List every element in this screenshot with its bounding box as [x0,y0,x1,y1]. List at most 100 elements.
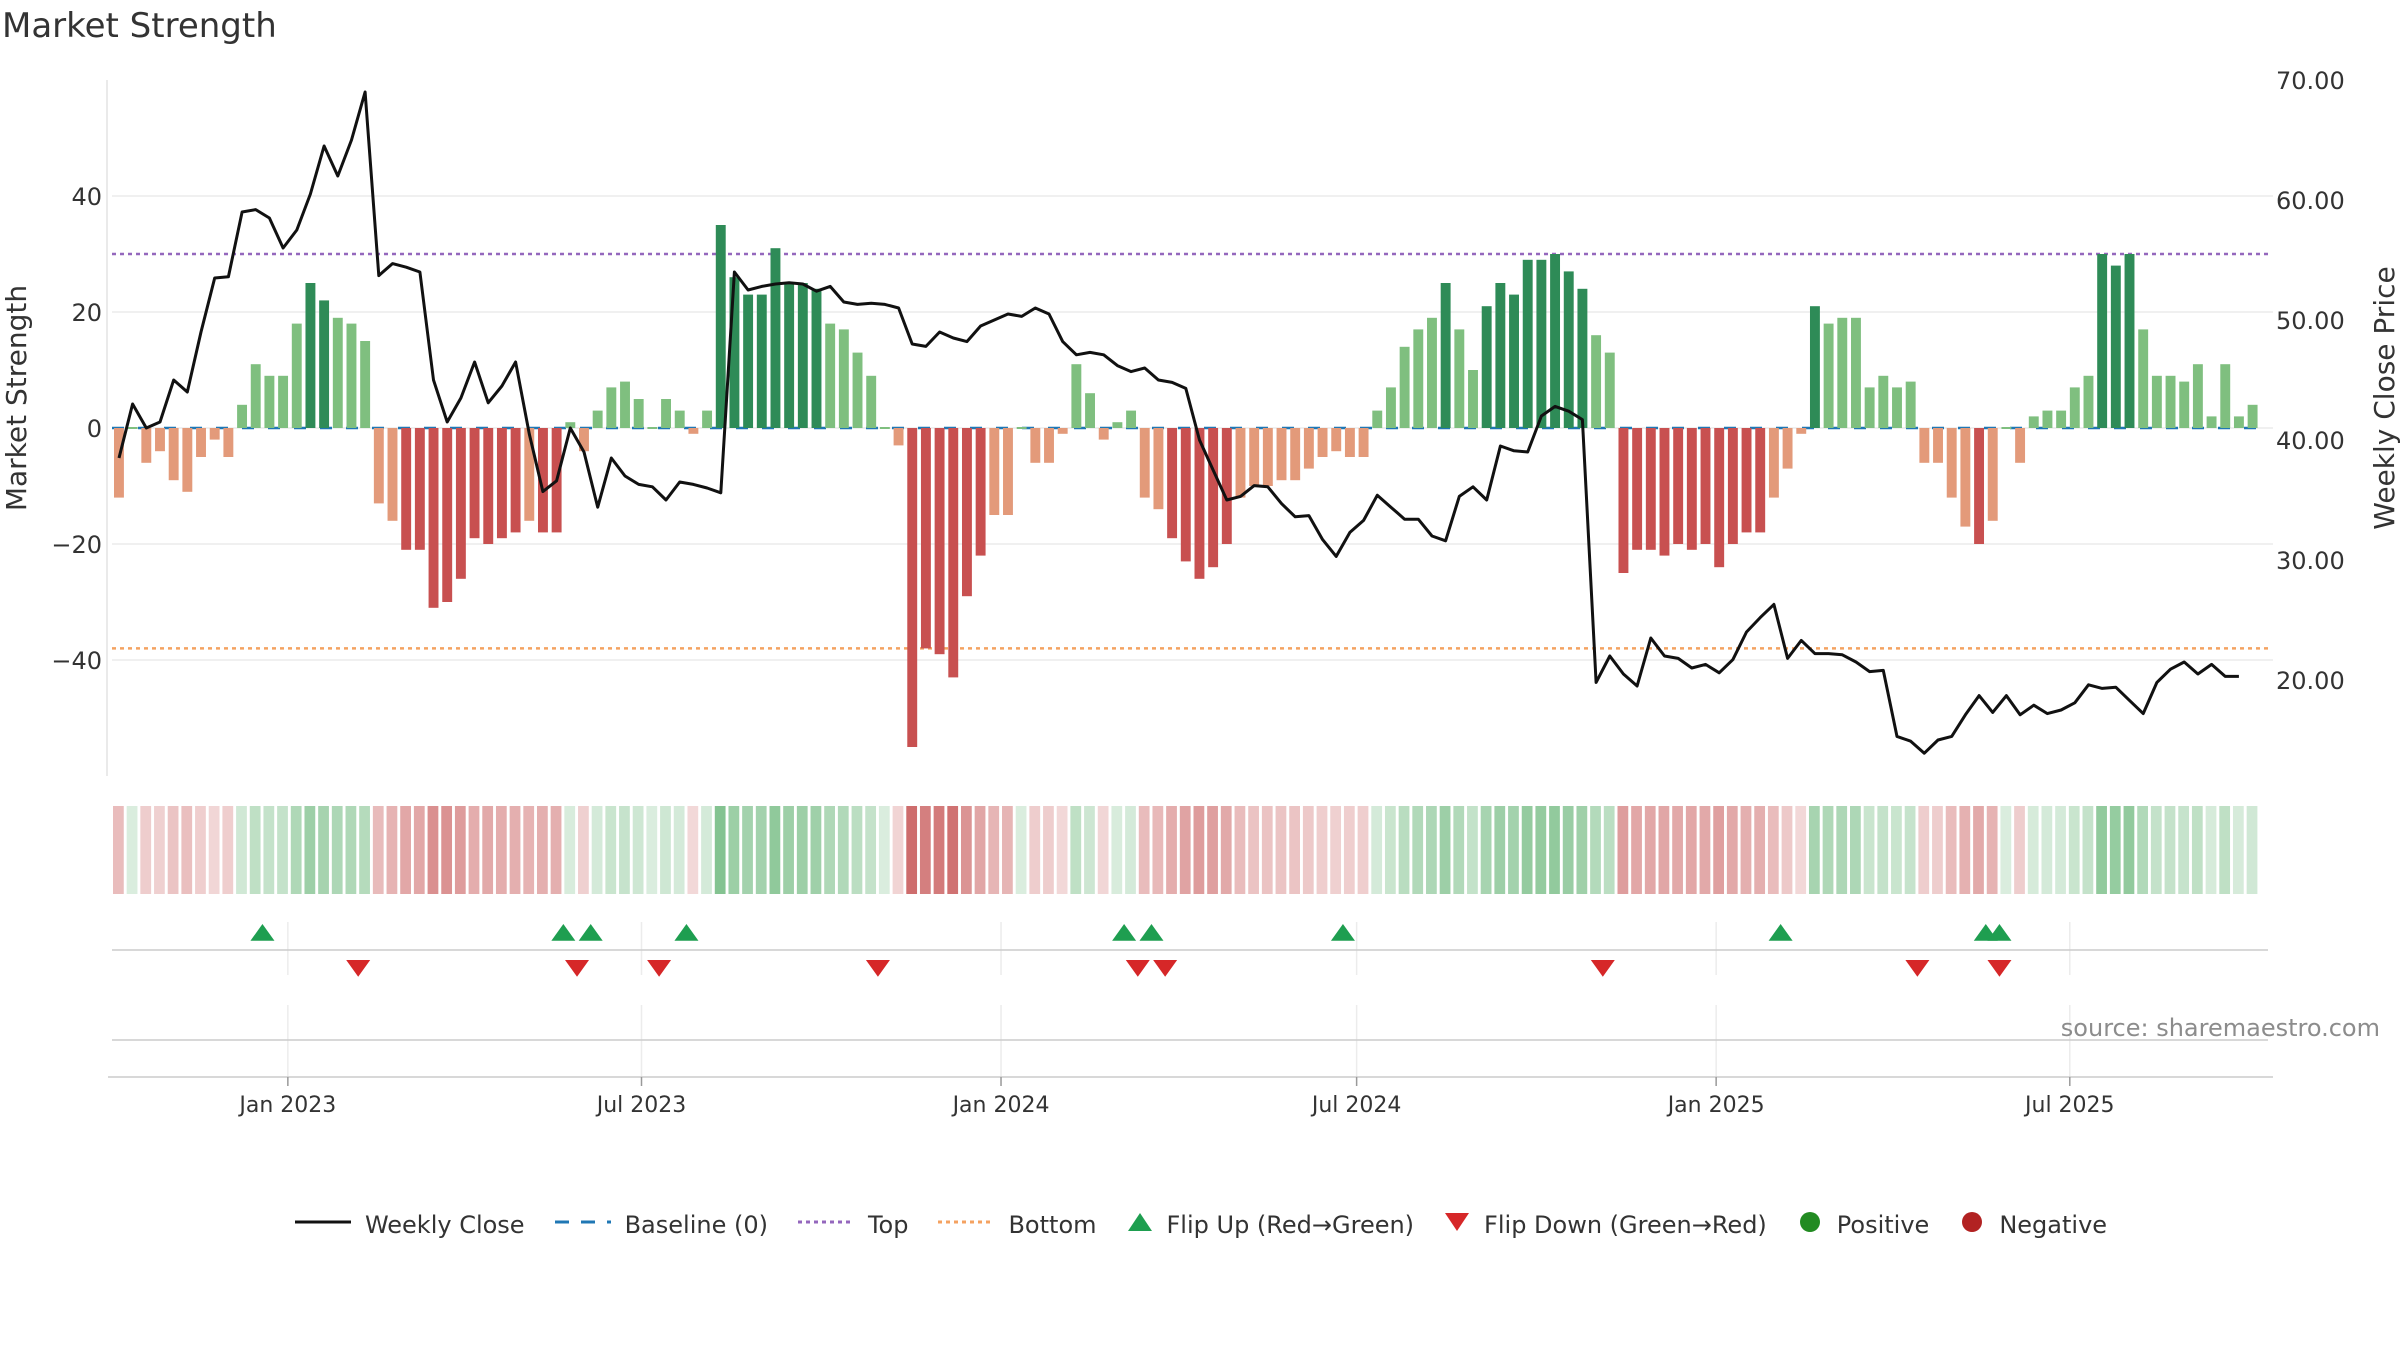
strength-bar [838,329,849,428]
heat-cell [318,806,329,894]
heat-cell [427,806,439,894]
heat-cell [701,806,712,894]
y-right-tick-label: 20.00 [2276,667,2345,695]
strength-bar [455,428,466,579]
strength-bar [510,428,521,533]
strength-bar [1933,428,1943,463]
y-left-tick-label: −40 [51,647,102,675]
strength-bar [1372,410,1383,428]
heat-cell [1918,806,1930,894]
strength-bar [1030,428,1041,463]
legend-swatch-negative [1957,1207,1987,1243]
heat-cell [1576,806,1588,894]
strength-bar [387,428,398,521]
heat-cell [1877,806,1889,894]
heat-cell [1056,806,1068,894]
strength-bar [1427,317,1437,428]
strength-bar [1454,329,1465,428]
heat-cell [1193,806,1205,894]
heat-cell [1152,806,1164,894]
heat-cell [714,806,726,894]
strength-bar [1878,375,1889,428]
heat-cell [1343,806,1355,894]
flip-down-marker [1125,960,1150,977]
heat-cell [1904,806,1916,894]
heat-cell [1234,806,1246,894]
heat-cell [1002,806,1013,894]
heat-cell [263,806,275,894]
heat-cell [1138,806,1150,894]
strength-bar [1249,428,1260,486]
close-line-layer [117,90,2239,755]
strength-bar [469,428,480,539]
heat-cell [1220,806,1232,894]
strength-bar [1344,428,1355,457]
heat-cell [1986,806,1998,894]
y-right-tick-label: 30.00 [2276,547,2345,575]
strength-bar [975,428,986,556]
strength-bar [811,288,822,428]
strength-bar [825,323,836,428]
flip-down-marker [565,960,590,977]
heat-cell [181,806,193,894]
flip-down-marker [346,960,371,977]
strength-bar [2220,364,2231,428]
source-note: source: sharemaestro.com [2060,1014,2380,1042]
y-right-axis-title: Weekly Close Price [2368,266,2400,529]
y-right-tick-label: 70.00 [2276,67,2345,95]
heat-cell [2123,806,2135,894]
heat-cell [2014,806,2025,894]
heat-cell [1891,806,1902,894]
strength-bar [442,428,453,602]
heat-cell [1754,806,1766,894]
strength-bar [661,399,671,428]
strength-bar [1782,428,1793,469]
strength-bar [702,410,713,428]
strength-bar [2083,375,2094,428]
heat-cell [2055,806,2066,894]
strength-bar [1317,428,1328,457]
heat-cell [454,806,466,894]
heat-cell [810,806,822,894]
heat-cell [837,806,849,894]
heat-cell [1070,806,1082,894]
heat-cell [1713,806,1724,894]
strength-bar [907,428,918,747]
legend-swatch-top [796,1207,856,1243]
x-tick-label: Jul 2025 [2023,1093,2115,1118]
strength-bar [127,427,138,429]
heat-cell [413,806,425,894]
heat-cell [277,806,288,894]
strength-bar [1303,428,1314,469]
strength-bar [2056,410,2067,428]
heat-cell [345,806,357,894]
strength-bar [1413,329,1424,428]
heat-cell [1029,806,1041,894]
x-tick-label: Jul 2024 [1310,1093,1402,1118]
strength-bar [606,387,617,428]
strength-bar [1071,364,1082,428]
strength-bar [223,428,234,457]
legend-item-negative: Negative [1957,1207,2107,1243]
strength-bar [647,427,658,429]
strength-bar [852,352,863,428]
heat-cell [1959,806,1971,894]
strength-bar [1768,428,1779,498]
strength-bar [1495,283,1506,428]
strength-bar [1563,271,1574,428]
strength-bar [2015,428,2026,463]
strength-bar [1221,428,1232,544]
strength-bar [797,283,808,428]
heat-cell [1084,806,1095,894]
strength-bar [278,375,289,428]
strength-bar [346,323,357,428]
strength-bar [1604,352,1615,428]
strength-bar [770,248,781,428]
strength-bar [168,428,179,481]
heat-cell [2191,806,2203,894]
legend-label: Flip Down (Green→Red) [1484,1211,1767,1239]
strength-bar [1016,427,1027,429]
heat-cell [1549,806,1560,894]
heat-cell [824,806,835,894]
strength-bar [1632,428,1643,550]
